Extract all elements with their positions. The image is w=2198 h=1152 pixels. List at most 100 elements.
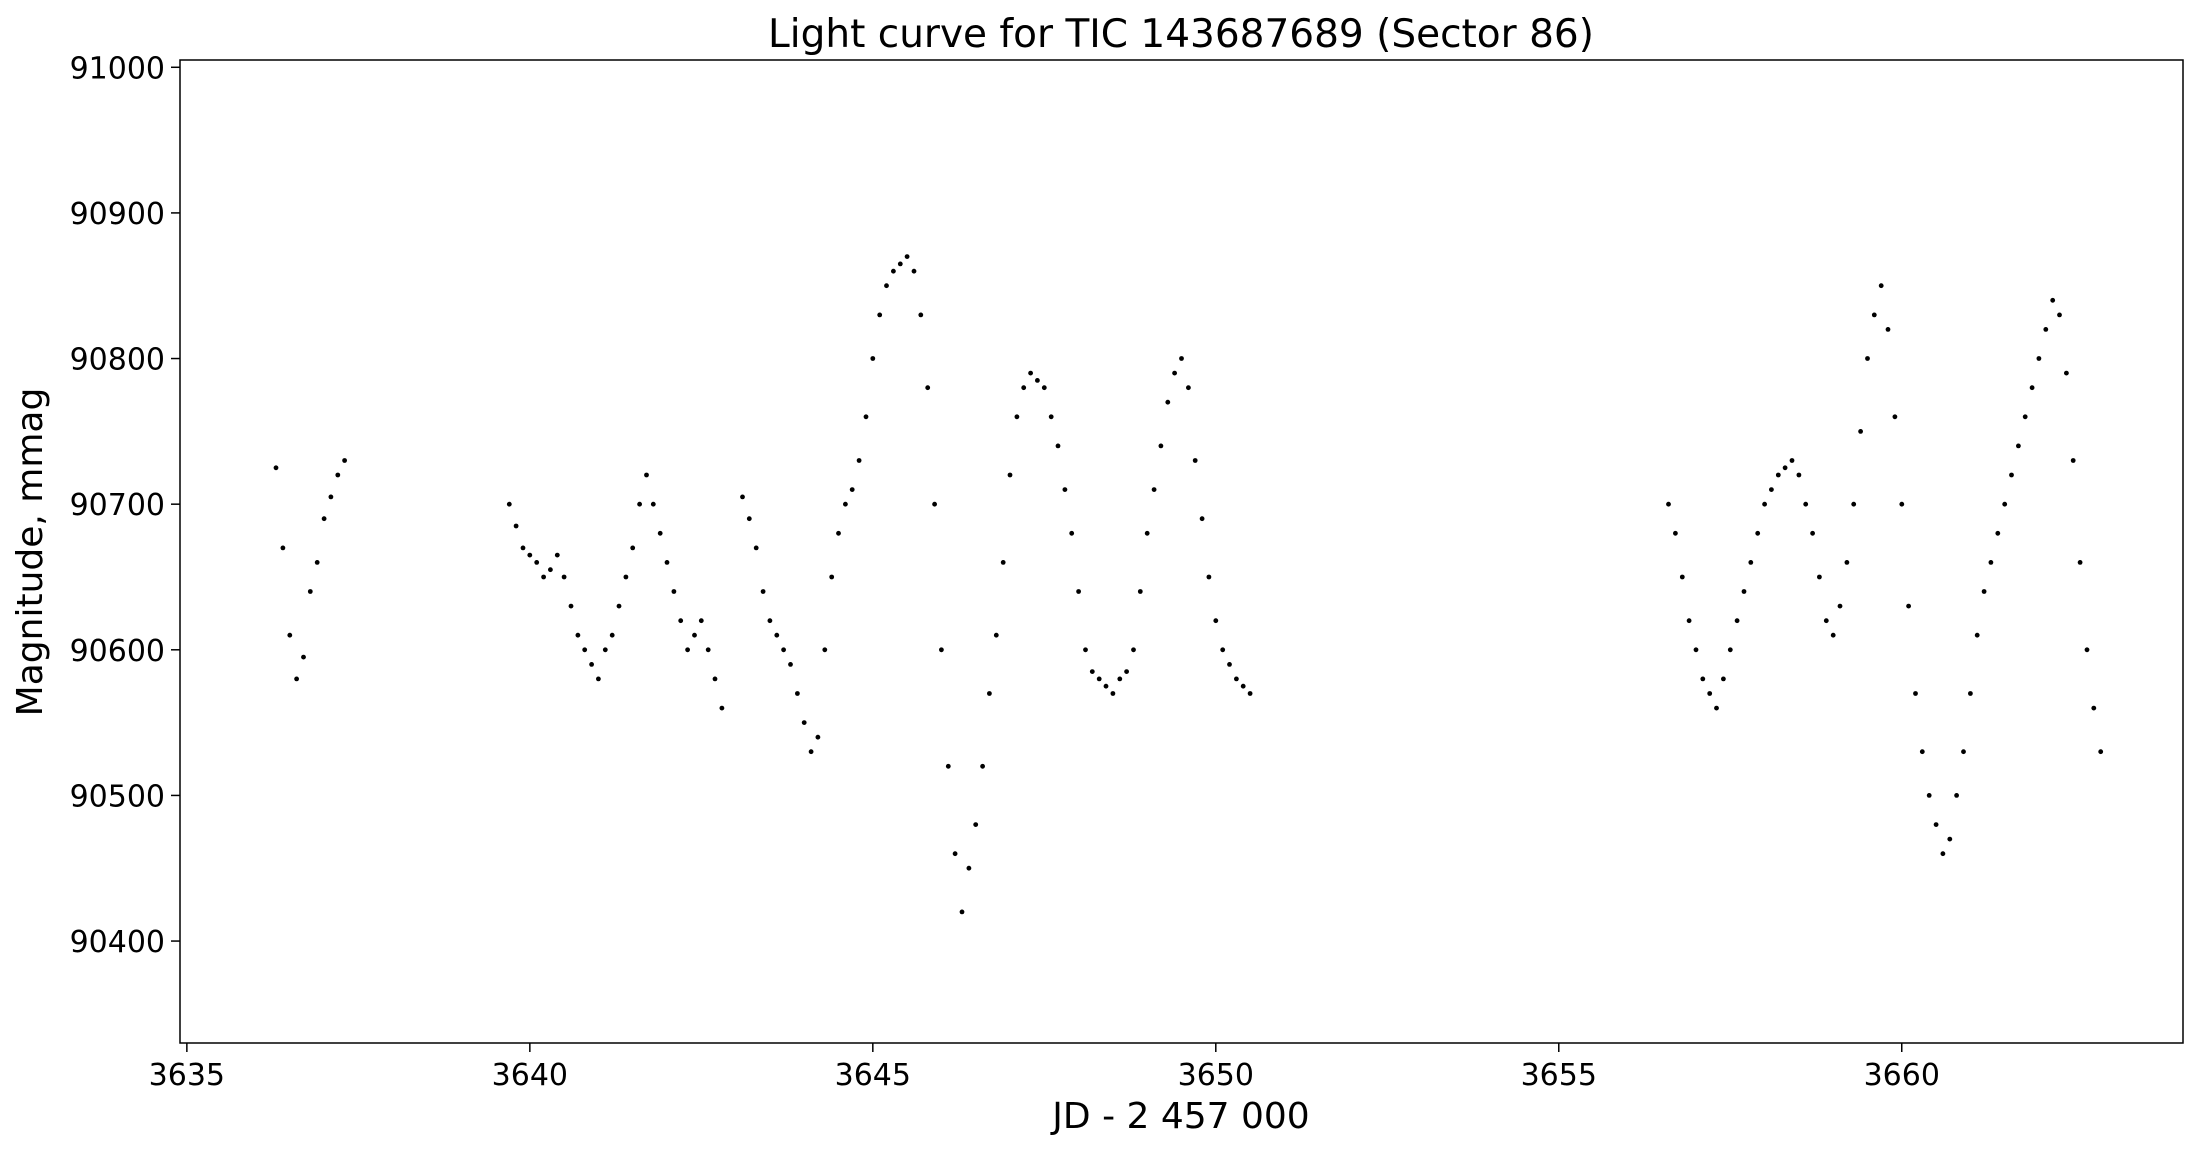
data-point: [1083, 647, 1088, 653]
data-point: [692, 632, 697, 638]
data-point: [2077, 560, 2083, 565]
data-point: [1686, 618, 1692, 624]
data-point: [513, 523, 519, 529]
data-point: [596, 676, 601, 682]
data-point: [582, 647, 588, 653]
data-point: [2016, 443, 2021, 449]
data-point: [2057, 312, 2062, 318]
data-point: [1048, 414, 1054, 420]
data-point: [1240, 683, 1246, 689]
y-tick-label: 90600: [70, 634, 165, 669]
x-tick-label: 3635: [149, 1058, 225, 1093]
data-point: [1137, 589, 1143, 594]
data-point: [1823, 618, 1829, 624]
data-point: [2050, 297, 2056, 303]
data-point: [307, 589, 313, 594]
data-point: [534, 560, 540, 565]
data-point: [1810, 530, 1815, 536]
data-point: [829, 574, 835, 580]
data-point: [1995, 530, 2001, 536]
data-point: [650, 501, 656, 507]
data-point: [1151, 487, 1157, 492]
data-point: [1755, 530, 1761, 536]
data-point: [870, 356, 876, 361]
data-point: [623, 574, 629, 580]
data-point: [891, 268, 896, 274]
data-point: [1988, 560, 1994, 565]
data-point: [698, 618, 704, 624]
data-point: [836, 530, 841, 536]
data-point: [1947, 836, 1953, 842]
data-point: [1837, 603, 1843, 609]
data-point: [1103, 683, 1109, 689]
data-point: [1899, 501, 1905, 507]
data-point: [1748, 560, 1754, 565]
data-point: [671, 589, 677, 594]
data-point: [980, 763, 985, 769]
data-point: [568, 603, 574, 609]
data-point: [1673, 530, 1678, 536]
data-point: [753, 545, 759, 551]
y-tick-label: 90400: [70, 925, 165, 960]
data-point: [808, 749, 814, 755]
data-point: [1933, 822, 1939, 827]
data-point: [1014, 414, 1020, 420]
data-point: [911, 268, 917, 274]
data-point: [884, 283, 889, 289]
y-tick-label: 90800: [70, 343, 165, 378]
data-point: [1179, 356, 1184, 361]
data-point: [1158, 443, 1164, 449]
data-point: [1721, 676, 1726, 682]
y-tick-label: 90900: [70, 197, 165, 232]
data-point: [1076, 589, 1081, 594]
data-point: [1885, 327, 1891, 332]
data-point: [849, 487, 855, 492]
data-point: [273, 465, 279, 471]
data-point: [554, 552, 560, 558]
data-point: [1007, 472, 1013, 478]
data-point: [1844, 560, 1850, 565]
data-point: [2070, 458, 2076, 463]
data-point: [637, 501, 642, 507]
data-point: [788, 662, 793, 667]
data-point: [760, 589, 766, 594]
data-point: [1186, 385, 1191, 391]
data-point: [548, 567, 553, 573]
data-point: [644, 472, 649, 478]
data-point: [602, 647, 608, 653]
data-point: [1981, 589, 1987, 594]
data-point: [685, 647, 690, 653]
data-point: [506, 501, 512, 507]
data-point: [877, 312, 883, 318]
y-tick-label: 90500: [70, 779, 165, 814]
data-point: [1851, 501, 1857, 507]
data-point: [1714, 705, 1719, 711]
data-point: [1707, 691, 1713, 696]
data-point: [1199, 516, 1205, 522]
data-point: [328, 494, 334, 500]
data-point: [1234, 676, 1239, 682]
x-axis-label: JD - 2 457 000: [1050, 1096, 1309, 1137]
data-point: [1021, 385, 1027, 391]
data-point: [1206, 574, 1212, 580]
data-point: [287, 632, 293, 638]
data-point: [897, 261, 903, 267]
data-point: [1213, 618, 1219, 624]
data-point: [959, 909, 965, 915]
plot-frame: [179, 59, 2184, 1044]
x-tick-label: 3660: [1864, 1058, 1940, 1093]
data-point: [781, 647, 786, 653]
data-point: [1110, 691, 1116, 696]
data-point: [973, 822, 979, 827]
data-point: [1892, 414, 1898, 420]
data-point: [1954, 793, 1959, 798]
data-point: [1035, 378, 1040, 383]
data-point: [1796, 472, 1802, 478]
data-point: [575, 632, 581, 638]
y-tick-label: 90700: [70, 488, 165, 523]
data-point: [1220, 647, 1226, 653]
data-point: [1769, 487, 1774, 492]
data-point: [280, 545, 286, 551]
data-point: [1117, 676, 1123, 682]
